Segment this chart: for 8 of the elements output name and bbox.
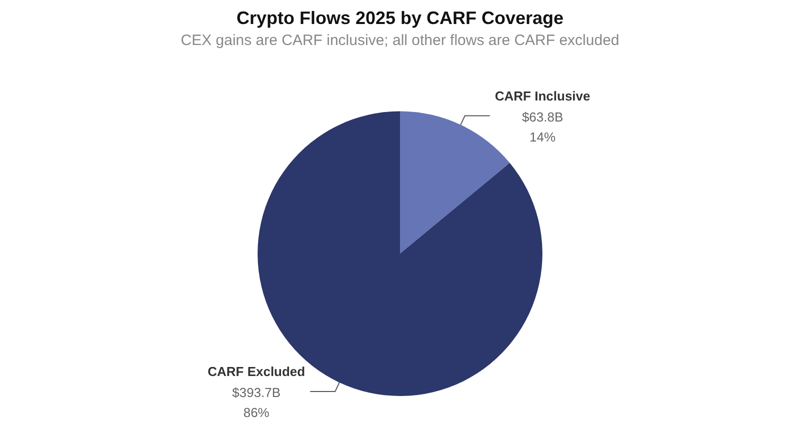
slice-label: CARF Inclusive: [494, 88, 590, 104]
chart-title: Crypto Flows 2025 by CARF Coverage: [236, 8, 564, 28]
data-label: 14%: [530, 129, 556, 144]
text: $63.8B: [522, 109, 564, 124]
data-label: 86%: [243, 405, 270, 420]
chart-subtitle: CEX gains are CARF inclusive; all other flows are CARF excluded: [180, 32, 620, 49]
text: $393.7B: [232, 385, 281, 400]
slice-label: CARF Excluded: [208, 364, 306, 380]
